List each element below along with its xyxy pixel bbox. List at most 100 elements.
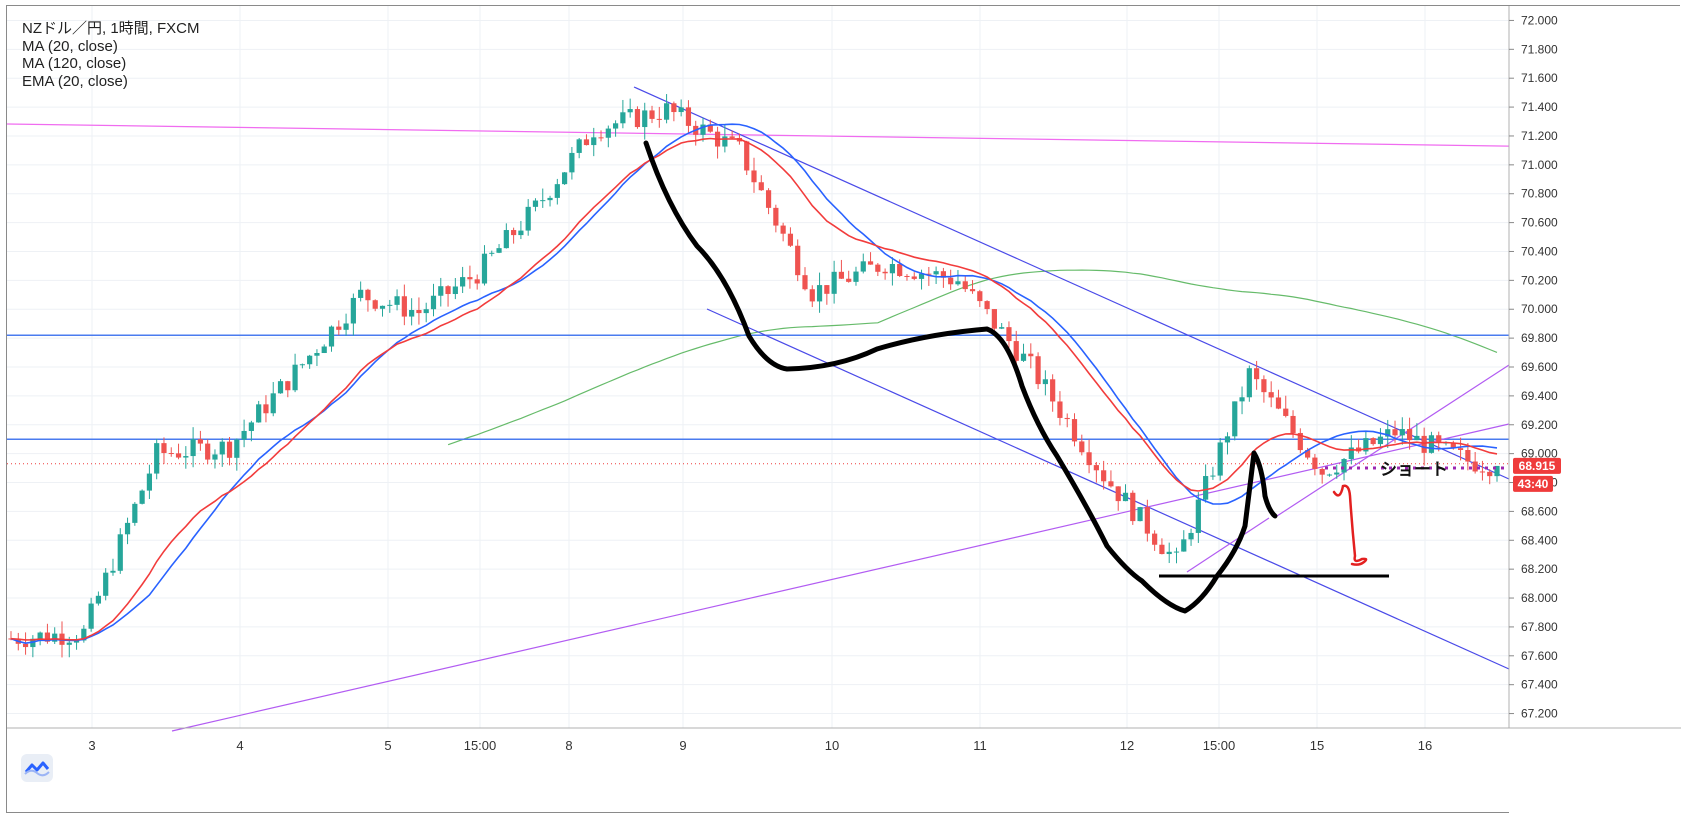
candle-body	[73, 640, 80, 643]
candle-body	[751, 170, 757, 183]
candle-body	[773, 207, 779, 226]
candle-body	[612, 123, 619, 129]
candle-body	[474, 279, 480, 284]
candle-body	[467, 277, 473, 280]
candle-body	[765, 190, 772, 208]
candle-body	[722, 136, 728, 147]
hand-drawn-path	[643, 140, 1278, 614]
candle-body	[423, 309, 429, 314]
candle-body	[1166, 551, 1172, 555]
candle-body	[1297, 432, 1303, 451]
candle-body	[948, 277, 954, 285]
y-tick-label: 71.800	[1521, 42, 1558, 56]
candle-body	[110, 570, 116, 573]
candle-body	[139, 490, 145, 504]
candle-body	[1319, 468, 1325, 475]
candle-body	[1428, 435, 1435, 453]
candle-body	[219, 441, 225, 455]
y-tick-label: 71.000	[1521, 158, 1558, 172]
moving-averages	[10, 123, 1498, 645]
y-tick-label: 71.600	[1521, 71, 1558, 85]
candle-body	[969, 289, 976, 292]
candle-body	[358, 289, 364, 298]
candle-body	[860, 261, 866, 272]
candle-body	[1261, 379, 1267, 393]
candle-body	[1064, 417, 1070, 420]
candle-body	[379, 305, 386, 309]
legend-symbol: NZドル／円, 1時間, FXCM	[22, 20, 200, 37]
axes: 72.000 71.800 71.600 71.400 71.200 71.000 70.8…	[7, 6, 1681, 814]
ma120-line	[447, 269, 1498, 446]
short-label: ショート	[1380, 460, 1448, 480]
candle-body	[205, 443, 211, 460]
y-tick-label: 72.000	[1521, 13, 1558, 27]
y-tick-label: 69.800	[1521, 331, 1558, 345]
candle-body	[1385, 429, 1391, 437]
ma20-line	[10, 123, 1498, 645]
candle-body	[81, 628, 87, 641]
candle-body	[277, 381, 284, 394]
candle-body	[867, 261, 874, 265]
candle-body	[154, 443, 160, 474]
countdown-tag	[1513, 475, 1553, 492]
candle-body	[1057, 401, 1063, 418]
chart-frame[interactable]: ショート 72.000 71.800 71.600 71.400 71.200 71.00…	[6, 5, 1681, 814]
candle-body	[1071, 419, 1078, 442]
candle-body	[911, 276, 917, 279]
candle-body	[1035, 356, 1041, 385]
price-chart[interactable]: ショート 72.000 71.800 71.600 71.400 71.200 71.00…	[7, 6, 1681, 814]
candle-body	[299, 364, 305, 366]
candle-body	[263, 404, 269, 414]
y-tick-label: 71.400	[1521, 100, 1558, 114]
candle-body	[460, 277, 466, 287]
candle-body	[678, 107, 684, 113]
y-tick-label: 70.200	[1521, 273, 1558, 287]
y-tick-label: 71.200	[1521, 129, 1558, 143]
candle-body	[918, 273, 925, 279]
y-tick-label: 68.000	[1521, 591, 1558, 605]
tradingview-logo-icon[interactable]	[21, 754, 53, 782]
candle-body	[438, 286, 444, 296]
candle-body	[1130, 492, 1136, 522]
y-tick-label: 67.800	[1521, 620, 1558, 634]
candle-body	[1232, 401, 1238, 437]
candle-body	[1079, 441, 1085, 453]
candle-body	[132, 503, 138, 523]
candle-body	[481, 253, 488, 284]
candle-body	[1363, 438, 1369, 452]
candle-body	[430, 295, 437, 310]
candle-body	[824, 285, 830, 294]
candle-body	[241, 430, 247, 440]
candle-body	[1152, 533, 1158, 545]
legend-ma20: MA (20, close)	[22, 37, 118, 55]
candle-body	[1093, 465, 1099, 471]
red-arrow-drawing	[1332, 484, 1368, 566]
trend-support-line	[171, 423, 1510, 732]
candle-body	[452, 286, 458, 295]
ema20-line	[10, 137, 1498, 641]
candle-body	[787, 233, 794, 246]
candle-body	[758, 182, 764, 191]
candle-body	[875, 264, 881, 272]
grid	[7, 6, 1509, 728]
candle-body	[1086, 452, 1092, 466]
y-tick-label: 67.200	[1521, 707, 1558, 721]
candles	[8, 94, 1500, 658]
x-tick-label: 8	[565, 738, 572, 753]
y-tick-label: 69.200	[1521, 418, 1558, 432]
y-tick-label: 70.000	[1521, 302, 1558, 316]
candle-body	[576, 139, 582, 153]
candle-body	[1399, 429, 1405, 436]
candle-body	[103, 572, 109, 596]
candle-body	[569, 152, 575, 173]
candle-body	[226, 441, 233, 458]
candle-body	[168, 453, 174, 455]
channel-upper-line	[633, 86, 1510, 480]
candle-body	[853, 271, 859, 282]
candle-body	[846, 278, 852, 282]
candle-body	[503, 230, 509, 249]
candle-body	[1246, 368, 1252, 398]
candle-body	[1006, 327, 1012, 342]
candle-body	[744, 141, 750, 171]
candle-body	[926, 273, 932, 275]
